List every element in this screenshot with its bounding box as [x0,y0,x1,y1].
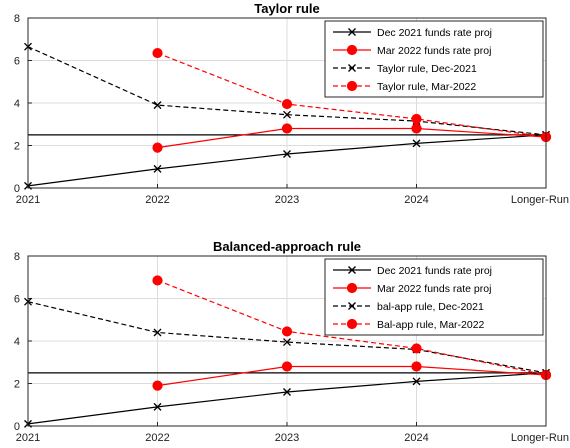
legend: Dec 2021 funds rate proj Mar 2022 funds r… [324,258,544,336]
legend-label: Taylor rule, Mar-2022 [377,81,476,93]
data-point [411,123,422,134]
legend-label: Taylor rule, Dec-2021 [377,63,477,75]
data-point [153,164,162,173]
data-point [281,326,293,337]
marker-stroke [283,150,291,158]
x-tick-label: 2024 [404,432,428,444]
series-4 [152,275,552,381]
marker-stroke [412,377,421,386]
marker-stroke [348,64,356,72]
y-tick-label: 2 [14,141,20,153]
data-point [346,318,358,330]
x-tick-label: 2021 [16,432,40,444]
legend-item: bal-app rule, Dec-2021 [333,301,484,313]
series-1 [24,130,550,190]
y-tick-label: 2 [14,379,20,391]
marker-stroke [153,402,162,411]
legend-box [324,20,544,98]
legend: Dec 2021 funds rate proj Mar 2022 funds r… [324,20,544,98]
marker-stroke [348,266,356,274]
legend-label: Bal-app rule, Mar-2022 [377,319,485,331]
marker-stroke [153,101,162,110]
x-tick-label: 2023 [275,432,299,444]
data-point [152,380,163,391]
x-tick-label: Longer-Run [511,432,569,444]
data-point [153,402,162,411]
series-line [157,52,547,138]
data-point [153,101,162,110]
legend-box [324,258,544,336]
legend-item: Mar 2022 funds rate proj [333,282,491,295]
marker-stroke [348,302,356,310]
marker-stroke [412,139,421,148]
y-tick-label: 0 [14,183,20,195]
x-tick-label: 2022 [145,432,169,444]
marker-stroke [283,110,291,119]
series-line [157,127,547,149]
data-point [411,343,422,354]
data-point [283,388,291,396]
data-point [346,282,358,294]
legend-item: Taylor rule, Dec-2021 [333,63,477,75]
data-point [346,80,358,92]
data-point [152,47,163,59]
legend-item: Dec 2021 funds rate proj [333,265,492,277]
series-line [157,365,547,387]
data-point [152,142,163,153]
data-point [283,110,291,119]
legend-label: Dec 2021 funds rate proj [377,27,492,39]
legend-item: Dec 2021 funds rate proj [333,27,492,39]
series-line [27,46,547,136]
chart-title: Taylor rule [254,1,320,16]
data-point [348,266,356,274]
legend-label: Dec 2021 funds rate proj [377,265,492,277]
data-point [281,361,293,372]
data-point [348,302,356,310]
legend-item: Taylor rule, Mar-2022 [333,80,476,93]
data-point [152,275,163,286]
chart-panel-1: Taylor rule 0 2 4 6 8 2021 2022 2023 2024 Longer-R… [14,1,569,206]
plot-frame [27,17,547,189]
data-point [411,361,422,372]
chart-panel-2: Balanced-approach rule 0 2 4 6 8 2021 2022 2023 2… [14,239,569,444]
legend-item: Bal-app rule, Mar-2022 [333,318,485,331]
legend-label: Mar 2022 funds rate proj [377,283,491,295]
y-tick-label: 4 [14,336,20,348]
x-tick-label: Longer-Run [511,194,569,206]
data-point [283,338,291,347]
marker-stroke [153,164,162,173]
data-point [412,139,421,148]
y-tick-label: 8 [14,251,20,263]
data-point [153,328,162,337]
marker-stroke [283,388,291,396]
y-tick-label: 4 [14,98,20,110]
data-point [283,150,291,158]
legend-label: bal-app rule, Dec-2021 [377,301,484,313]
legend-label: Mar 2022 funds rate proj [377,45,491,57]
y-tick-label: 0 [14,421,20,433]
marker-stroke [283,338,291,347]
series-line [157,279,547,376]
marker-stroke [153,328,162,337]
y-tick-label: 6 [14,56,20,68]
y-tick-label: 6 [14,294,20,306]
data-point [281,98,293,110]
data-point [281,123,293,134]
chart-title: Balanced-approach rule [213,239,361,254]
data-point [412,377,421,386]
legend-item: Mar 2022 funds rate proj [333,44,491,57]
x-tick-label: 2024 [404,194,428,206]
data-point [348,28,356,36]
y-tick-label: 8 [14,13,20,25]
x-tick-label: 2023 [275,194,299,206]
data-point [346,44,358,56]
x-tick-label: 2022 [145,194,169,206]
data-point [411,113,422,125]
data-point [348,64,356,72]
marker-stroke [348,28,356,36]
x-tick-label: 2021 [16,194,40,206]
plot-frame [27,255,547,427]
